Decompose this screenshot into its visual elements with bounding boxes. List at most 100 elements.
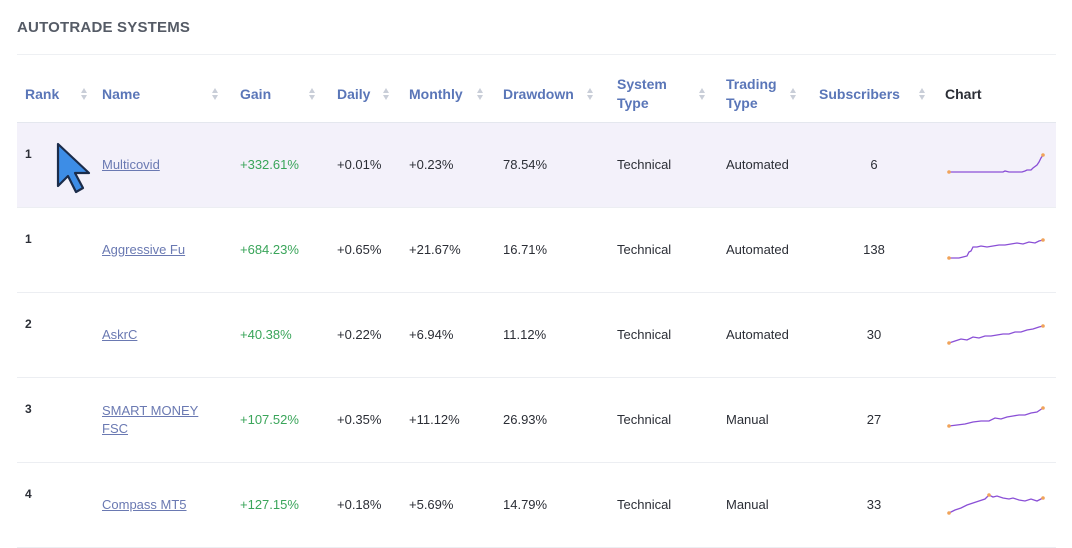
table-row[interactable]: 3 SMART MONEY FSC +107.52% +0.35% +11.12… bbox=[17, 377, 1056, 463]
sort-icon[interactable] bbox=[919, 87, 926, 101]
system-name-link[interactable]: AskrC bbox=[102, 327, 138, 342]
header-gain[interactable]: Gain bbox=[232, 66, 329, 123]
monthly-cell: +11.12% bbox=[401, 377, 495, 463]
system-name-link[interactable]: SMART MONEY FSC bbox=[102, 403, 199, 436]
sort-icon[interactable] bbox=[81, 87, 88, 101]
sparkline-end-point bbox=[1041, 152, 1045, 157]
sparkline-start-point bbox=[947, 169, 951, 174]
gain-cell: +107.52% bbox=[232, 377, 329, 463]
header-daily-label: Daily bbox=[337, 85, 371, 102]
sparkline-line bbox=[949, 238, 1044, 259]
header-name[interactable]: Name bbox=[94, 66, 232, 123]
system-name-link[interactable]: Compass MT5 bbox=[102, 497, 187, 512]
monthly-cell: +5.69% bbox=[401, 462, 495, 548]
header-chart-label: Chart bbox=[945, 85, 982, 102]
table-header-row: Rank Name Gain Daily Monthly Drawdown Sy… bbox=[17, 66, 1056, 123]
drawdown-cell: 26.93% bbox=[495, 377, 609, 463]
mouse-cursor-icon bbox=[56, 142, 91, 194]
sparkline-cell bbox=[937, 122, 1056, 208]
sort-icon[interactable] bbox=[587, 87, 594, 101]
drawdown-cell: 14.79% bbox=[495, 462, 609, 548]
header-monthly-label: Monthly bbox=[409, 85, 463, 102]
divider bbox=[17, 54, 1056, 55]
sparkline-chart bbox=[947, 152, 1045, 174]
sparkline-line bbox=[948, 493, 1044, 514]
subscribers-cell: 27 bbox=[811, 377, 937, 463]
sparkline-start-point bbox=[947, 255, 951, 260]
sparkline-line bbox=[949, 154, 1044, 173]
header-monthly[interactable]: Monthly bbox=[401, 66, 495, 123]
subscribers-cell: 6 bbox=[811, 122, 937, 208]
header-subscribers-label: Subscribers bbox=[819, 85, 900, 102]
monthly-cell: +21.67% bbox=[401, 207, 495, 293]
daily-cell: +0.65% bbox=[329, 207, 401, 293]
sparkline-cell bbox=[937, 377, 1056, 463]
monthly-cell: +0.23% bbox=[401, 122, 495, 208]
header-name-label: Name bbox=[102, 85, 141, 102]
drawdown-cell: 16.71% bbox=[495, 207, 609, 293]
system-type-cell: Technical bbox=[609, 207, 718, 293]
sparkline-start-point bbox=[947, 340, 951, 345]
table-row[interactable]: 1 Multicovid +332.61% +0.01% +0.23% 78.5… bbox=[17, 122, 1056, 208]
daily-cell: +0.01% bbox=[329, 122, 401, 208]
sparkline-cell bbox=[937, 462, 1056, 548]
sort-icon[interactable] bbox=[212, 87, 219, 101]
subscribers-cell: 33 bbox=[811, 462, 937, 548]
sparkline-end-point bbox=[1041, 495, 1045, 500]
system-name-link[interactable]: Aggressive Fu bbox=[102, 242, 186, 257]
drawdown-cell: 11.12% bbox=[495, 292, 609, 378]
sparkline-cell bbox=[937, 292, 1056, 378]
sparkline-chart bbox=[947, 492, 1045, 515]
system-type-cell: Technical bbox=[609, 462, 718, 548]
rank-cell: 3 bbox=[17, 377, 94, 463]
page-title: AUTOTRADE SYSTEMS bbox=[17, 19, 191, 36]
trading-type-cell: Manual bbox=[718, 377, 811, 463]
drawdown-cell: 78.54% bbox=[495, 122, 609, 208]
sparkline-chart bbox=[947, 323, 1045, 345]
table-row[interactable]: 4 Compass MT5 +127.15% +0.18% +5.69% 14.… bbox=[17, 462, 1056, 548]
gain-cell: +127.15% bbox=[232, 462, 329, 548]
header-rank[interactable]: Rank bbox=[17, 66, 94, 123]
system-type-cell: Technical bbox=[609, 377, 718, 463]
system-type-cell: Technical bbox=[609, 122, 718, 208]
header-rank-label: Rank bbox=[25, 85, 60, 102]
header-trading-type-label: Trading Type bbox=[726, 76, 777, 111]
sparkline-end-point bbox=[1041, 237, 1045, 242]
sort-icon[interactable] bbox=[699, 87, 706, 101]
gain-cell: +332.61% bbox=[232, 122, 329, 208]
sort-icon[interactable] bbox=[790, 87, 797, 101]
header-subscribers[interactable]: Subscribers bbox=[811, 66, 937, 123]
sort-icon[interactable] bbox=[383, 87, 390, 101]
sparkline-chart bbox=[947, 405, 1045, 428]
autotrade-systems-table: Rank Name Gain Daily Monthly Drawdown Sy… bbox=[17, 66, 1056, 548]
rank-cell: 4 bbox=[17, 462, 94, 548]
system-name-link[interactable]: Multicovid bbox=[102, 157, 160, 172]
sparkline-peak-point bbox=[987, 492, 991, 497]
table-row[interactable]: 1 Aggressive Fu +684.23% +0.65% +21.67% … bbox=[17, 207, 1056, 293]
sparkline-chart bbox=[947, 237, 1045, 260]
gain-cell: +40.38% bbox=[232, 292, 329, 378]
sparkline-line bbox=[948, 324, 1044, 344]
trading-type-cell: Automated bbox=[718, 122, 811, 208]
rank-cell: 2 bbox=[17, 292, 94, 378]
sparkline-end-point bbox=[1041, 405, 1045, 410]
sparkline-cell bbox=[937, 207, 1056, 293]
sort-icon[interactable] bbox=[309, 87, 316, 101]
header-drawdown[interactable]: Drawdown bbox=[495, 66, 609, 123]
rank-cell: 1 bbox=[17, 207, 94, 293]
sort-icon[interactable] bbox=[477, 87, 484, 101]
table-row[interactable]: 2 AskrC +40.38% +0.22% +6.94% 11.12% Tec… bbox=[17, 292, 1056, 378]
trading-type-cell: Manual bbox=[718, 462, 811, 548]
sparkline-start-point bbox=[947, 423, 951, 428]
header-system-type-label: System Type bbox=[617, 76, 667, 111]
header-system-type[interactable]: System Type bbox=[609, 66, 718, 123]
system-type-cell: Technical bbox=[609, 292, 718, 378]
sparkline-line bbox=[948, 406, 1044, 427]
header-trading-type[interactable]: Trading Type bbox=[718, 66, 811, 123]
monthly-cell: +6.94% bbox=[401, 292, 495, 378]
header-chart: Chart bbox=[937, 66, 1056, 123]
sparkline-start-point bbox=[947, 510, 951, 515]
trading-type-cell: Automated bbox=[718, 207, 811, 293]
trading-type-cell: Automated bbox=[718, 292, 811, 378]
header-daily[interactable]: Daily bbox=[329, 66, 401, 123]
